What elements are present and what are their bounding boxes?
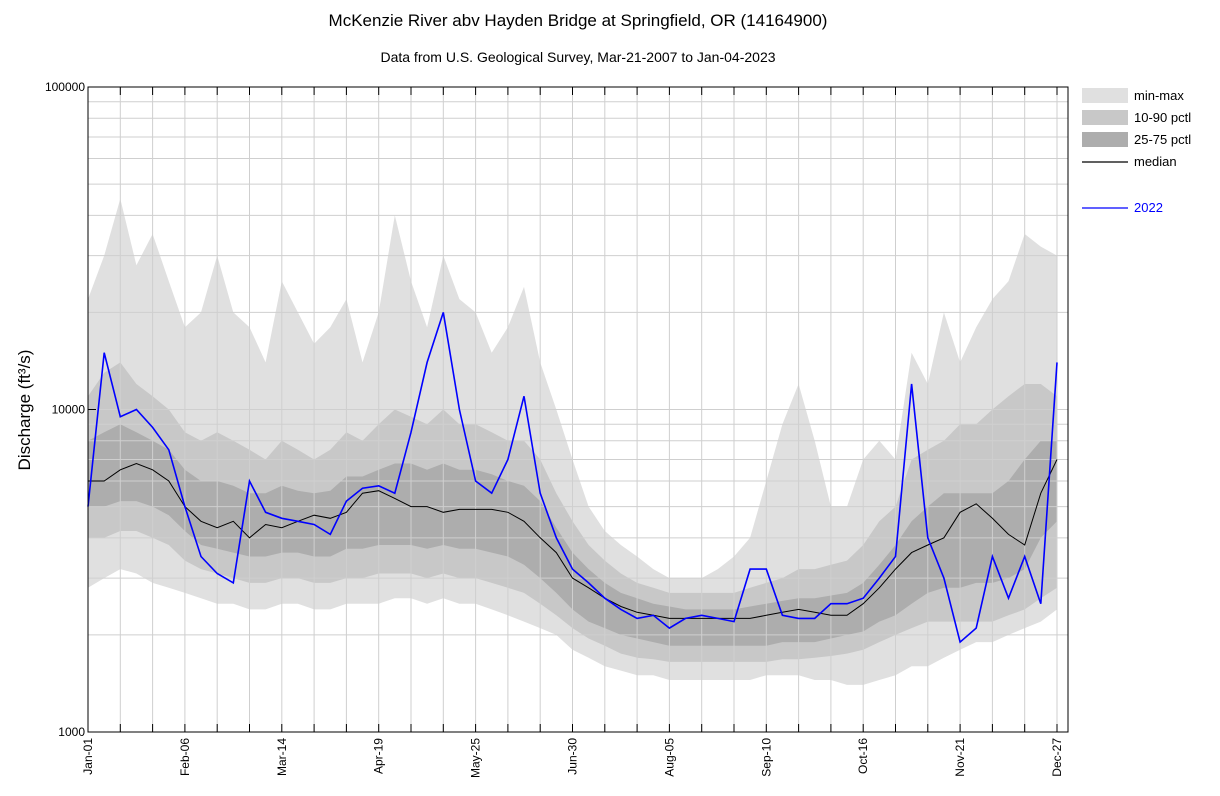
legend-swatch: [1082, 110, 1128, 125]
legend-label: 2022: [1134, 200, 1163, 215]
y-tick-label: 100000: [45, 80, 85, 94]
x-tick-label: Nov-21: [953, 738, 967, 777]
band-area: [88, 362, 1057, 662]
plot-frame: [87, 86, 1069, 733]
legend-label: 25-75 pctl: [1134, 132, 1191, 147]
x-tick-label: Jan-01: [81, 738, 95, 775]
x-tick-label: Jun-30: [566, 738, 580, 775]
x-tick-label: Aug-05: [662, 738, 676, 777]
x-tick-label: May-25: [469, 738, 483, 778]
x-tick-label: Feb-06: [178, 738, 192, 776]
series-line: [88, 459, 1058, 619]
y-axis-label: Discharge (ft³/s): [15, 350, 34, 471]
legend-swatch: [1082, 88, 1128, 103]
legend-label: min-max: [1134, 88, 1184, 103]
x-tick-label: Apr-19: [372, 738, 386, 774]
x-tick-label: Dec-27: [1050, 738, 1064, 777]
x-tick-label: Mar-14: [275, 738, 289, 776]
series-line: [87, 312, 1058, 644]
chart-title: McKenzie River abv Hayden Bridge at Spri…: [329, 11, 828, 30]
legend-swatch: [1082, 132, 1128, 147]
y-tick-label: 1000: [58, 725, 85, 739]
legend-label: median: [1134, 154, 1177, 169]
x-tick-label: Sep-10: [759, 738, 773, 777]
chart-subtitle: Data from U.S. Geological Survey, Mar-21…: [380, 49, 775, 65]
legend-label: 10-90 pctl: [1134, 110, 1191, 125]
y-tick-label: 10000: [52, 403, 86, 417]
x-tick-label: Oct-16: [856, 738, 870, 774]
